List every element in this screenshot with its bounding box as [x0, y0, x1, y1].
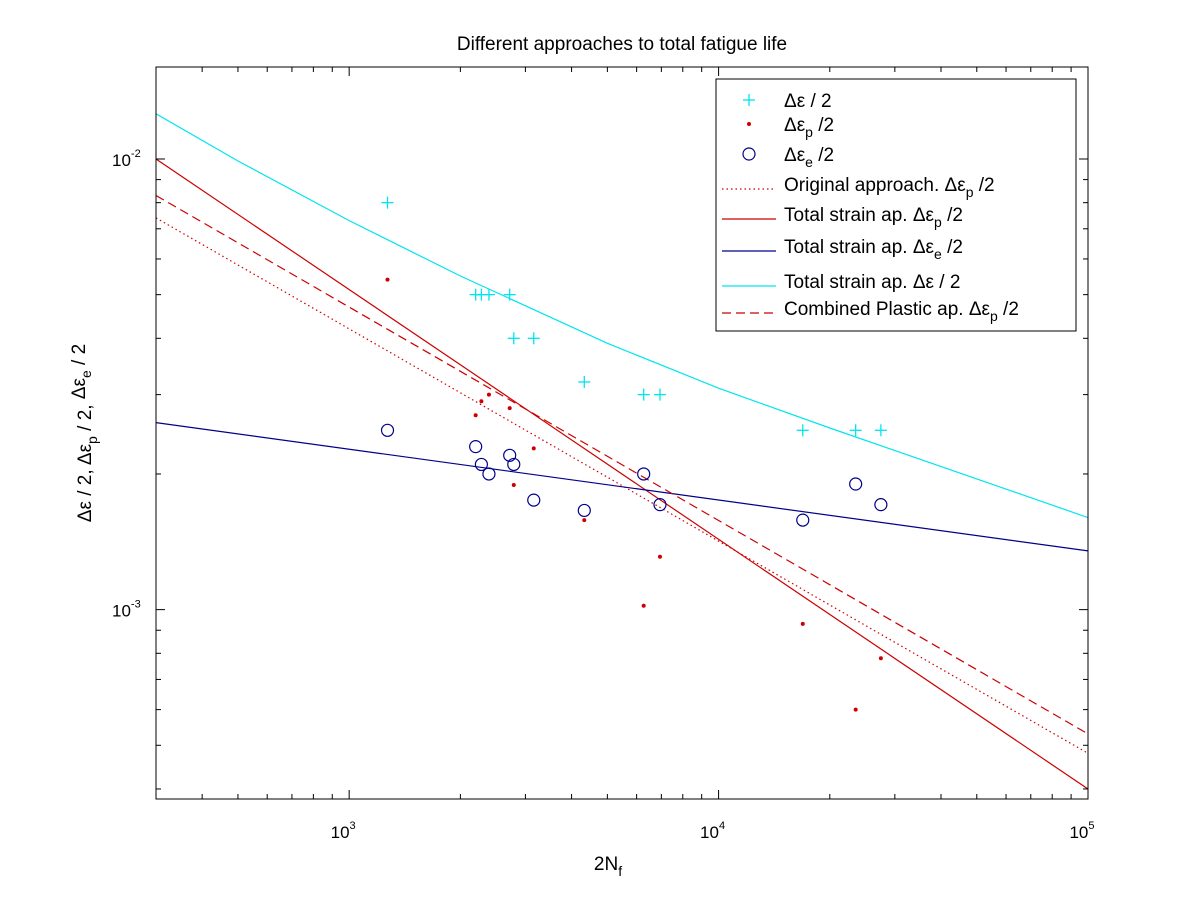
legend-item-7: Combined Plastic ap. Δεp /2: [722, 299, 1019, 324]
data-point-2-11: [849, 477, 863, 491]
legend-marker-0: [743, 94, 755, 106]
data-point-2-0: [380, 423, 395, 437]
data-point-1-4: [507, 406, 512, 411]
x-tick-label-2: 105: [1069, 820, 1094, 842]
y-tick-label-0: 10-3: [112, 599, 141, 621]
legend-item-2: Δεe /2: [742, 145, 834, 170]
axes-box: [155, 66, 1089, 800]
y-label-text: Δε / 2, Δεp / 2, Δεe / 2: [69, 344, 100, 522]
data-point-0-7: [578, 375, 591, 388]
x-tick-label-1: 104: [700, 820, 725, 842]
data-point-1-1: [473, 413, 478, 418]
data-point-1-3: [486, 392, 491, 397]
data-point-0-12: [874, 424, 887, 437]
data-point-1-7: [582, 518, 587, 523]
data-point-0-5: [507, 332, 520, 345]
legend-label-0: Δε / 2: [784, 91, 832, 112]
data-point-2-5: [507, 457, 521, 472]
data-point-2-7: [577, 503, 591, 518]
data-point-1-8: [641, 603, 646, 608]
x-label-text: 2Nf: [594, 854, 622, 879]
data-point-2-6: [527, 493, 541, 507]
legend-label-4: Total strain ap. Δεp /2: [784, 205, 963, 230]
data-point-0-6: [527, 332, 540, 345]
x-axis-label: 2Nf: [594, 854, 622, 879]
data-point-1-5: [511, 483, 516, 488]
data-point-1-9: [657, 554, 662, 559]
data-point-1-12: [878, 656, 883, 661]
data-point-1-11: [853, 707, 858, 712]
data-point-2-8: [637, 467, 651, 481]
legend-item-3: Original approach. Δεp /2: [722, 175, 995, 200]
x-tick-label-0: 103: [331, 820, 356, 842]
y-axis-label: Δε / 2, Δεp / 2, Δεe / 2: [69, 344, 100, 522]
legend-item-5: Total strain ap. Δεe /2: [722, 237, 963, 262]
legend: Δε / 2 Δεp /2 Δεe /2 Original approach. Δεp…: [715, 78, 1077, 332]
data-point-1-2: [479, 399, 484, 404]
legend-label-2: Δεe /2: [784, 145, 834, 170]
legend-item-6: Total strain ap. Δε / 2: [722, 272, 960, 293]
data-point-1-6: [531, 446, 536, 451]
legend-marker-1: [747, 122, 751, 126]
legend-label-6: Total strain ap. Δε / 2: [784, 272, 960, 293]
y-tick-label-1: 10-2: [112, 148, 141, 170]
data-point-2-1: [469, 440, 483, 454]
legend-box: [715, 78, 1077, 332]
series-markers-0: [381, 196, 887, 437]
data-point-1-0: [385, 277, 390, 282]
data-point-0-9: [653, 388, 666, 401]
legend-label-1: Δεp /2: [784, 115, 834, 140]
data-point-2-9: [653, 498, 667, 512]
plot-content: [156, 113, 1088, 790]
legend-label-3: Original approach. Δεp /2: [784, 175, 995, 200]
data-point-0-10: [796, 424, 809, 437]
series-line-3: [156, 217, 1088, 754]
series-line-6: [156, 113, 1088, 519]
legend-item-0: Δε / 2: [743, 91, 832, 112]
data-point-0-11: [849, 424, 862, 437]
data-point-0-4: [503, 288, 516, 301]
data-point-0-0: [381, 196, 394, 209]
data-point-2-10: [796, 513, 810, 527]
legend-item-1: Δεp /2: [747, 115, 834, 140]
data-point-0-8: [637, 388, 650, 401]
series-line-7: [156, 194, 1088, 735]
series-markers-2: [380, 423, 888, 527]
data-point-2-3: [482, 467, 496, 481]
series-markers-1: [385, 277, 883, 712]
data-point-2-4: [503, 448, 517, 462]
legend-label-5: Total strain ap. Δεe /2: [784, 237, 963, 262]
data-point-0-3: [482, 288, 495, 301]
legend-label-7: Combined Plastic ap. Δεp /2: [784, 299, 1019, 324]
axis-ticks: 103 104 105 10-3 10-2: [112, 67, 1095, 842]
data-point-2-2: [474, 457, 488, 472]
legend-marker-2: [742, 147, 756, 161]
series-line-4: [156, 158, 1088, 790]
data-point-2-12: [874, 498, 888, 512]
data-point-1-10: [800, 621, 805, 626]
series-line-5: [156, 422, 1088, 552]
legend-item-4: Total strain ap. Δεp /2: [722, 205, 963, 230]
chart-title: Different approaches to total fatigue li…: [457, 34, 787, 55]
